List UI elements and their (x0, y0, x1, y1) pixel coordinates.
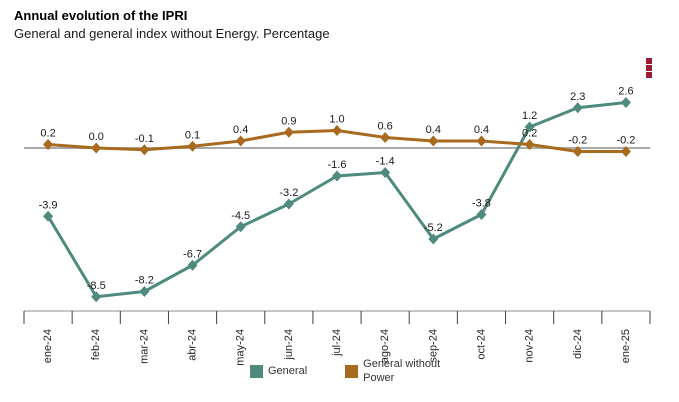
data-point-label: 0.1 (185, 129, 200, 141)
legend-swatch (345, 364, 359, 378)
data-point-marker (43, 210, 54, 222)
data-point-label: 0.9 (281, 115, 296, 127)
legend-swatch (250, 364, 263, 378)
x-axis-label: feb-24 (90, 329, 102, 360)
data-point-label: 0.4 (233, 124, 248, 136)
kebab-dot-icon (646, 65, 652, 71)
data-point-marker (428, 135, 439, 147)
data-point-label: -3.8 (472, 198, 491, 210)
x-axis-label: oct-24 (475, 329, 487, 360)
legend-item-general[interactable]: General (250, 364, 307, 378)
x-axis-label: may-24 (235, 329, 247, 366)
chart-title: Annual evolution of the IPRI (14, 8, 188, 23)
data-point-marker (235, 221, 246, 233)
data-point-label: -8.2 (135, 275, 154, 287)
data-point-label: -4.5 (231, 210, 250, 222)
data-point-label: -6.7 (183, 248, 202, 260)
data-point-marker (283, 198, 294, 210)
x-axis-label: jul-24 (331, 329, 343, 357)
data-point-marker (91, 291, 102, 303)
chart-header: Annual evolution of the IPRI General and… (14, 8, 330, 43)
data-point-label: 1.0 (329, 114, 344, 126)
data-point-label: 1.2 (522, 110, 537, 122)
data-point-label: -0.2 (568, 135, 587, 147)
legend-label: General without Power (363, 358, 441, 385)
data-point-marker (187, 259, 198, 271)
data-point-marker (139, 286, 150, 297)
data-point-label: 0.4 (474, 124, 489, 136)
kebab-dot-icon (646, 72, 652, 78)
chart-legend: General General without Power (250, 357, 445, 386)
data-point-marker (187, 140, 198, 152)
data-point-marker (283, 126, 294, 138)
data-point-label: -1.6 (328, 159, 347, 171)
x-axis-label: abr-24 (187, 329, 199, 361)
legend-label: General (268, 365, 308, 378)
data-point-label: -3.9 (39, 199, 58, 211)
x-axis-label: nov-24 (524, 329, 536, 363)
x-axis-label: ago-24 (379, 329, 391, 363)
legend-item-general-without-power[interactable]: General without Power (345, 357, 445, 386)
data-point-marker (91, 142, 102, 154)
data-point-marker (620, 146, 631, 157)
x-axis-label: dic-24 (572, 329, 584, 359)
chart-subtitle: General and general index without Energy… (14, 26, 330, 42)
data-point-label: -0.1 (135, 133, 154, 145)
data-point-marker (43, 139, 54, 150)
kebab-dot-icon (646, 58, 652, 64)
data-point-label: 0.0 (89, 131, 104, 143)
x-axis-label: sep-24 (427, 329, 439, 363)
x-axis-label: jun-24 (283, 329, 295, 361)
data-point-marker (524, 121, 535, 133)
data-point-marker (476, 135, 487, 147)
x-axis-label: mar-24 (138, 329, 150, 364)
data-point-marker (235, 135, 246, 147)
data-point-label: 0.2 (522, 128, 537, 140)
data-point-label: -3.2 (279, 187, 298, 199)
data-point-marker (428, 233, 439, 245)
data-point-label: 0.4 (426, 124, 441, 136)
data-point-marker (332, 125, 342, 136)
data-point-marker (572, 146, 583, 157)
data-point-marker (476, 209, 487, 220)
data-point-marker (380, 167, 391, 178)
data-point-label: 0.2 (40, 128, 55, 140)
x-axis-label: ene-25 (620, 329, 632, 363)
data-point-marker (572, 102, 583, 114)
data-point-label: -1.4 (376, 156, 395, 168)
data-point-label: 2.3 (570, 91, 585, 103)
data-point-marker (380, 132, 391, 143)
data-point-label: -5.2 (424, 222, 443, 234)
data-point-label: 0.6 (378, 121, 393, 133)
data-point-label: -0.2 (616, 135, 635, 147)
x-axis-label: ene-24 (42, 329, 54, 363)
data-point-label: 2.6 (618, 86, 633, 98)
data-point-marker (332, 170, 342, 182)
data-point-marker (524, 139, 535, 150)
data-point-marker (620, 97, 631, 108)
data-point-label: -8.5 (87, 280, 106, 292)
data-point-marker (139, 144, 150, 156)
chart-context-menu-button[interactable] (642, 55, 656, 81)
